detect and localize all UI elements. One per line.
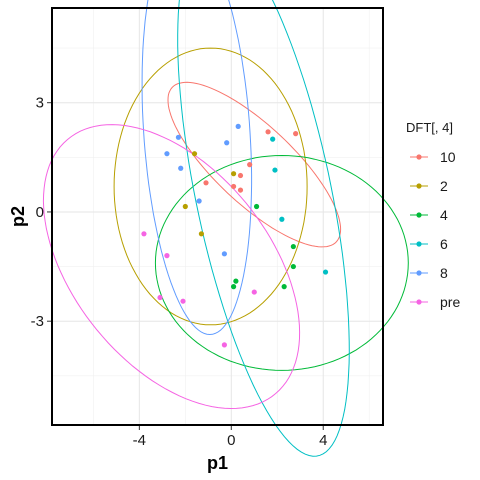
- legend-label: pre: [440, 294, 460, 310]
- point-8: [164, 151, 170, 157]
- point-2: [191, 151, 198, 157]
- legend-key-point: [416, 183, 422, 189]
- point-10: [265, 129, 271, 135]
- x-tick-label: 0: [227, 432, 235, 449]
- legend-title: DFT[, 4]: [406, 120, 453, 135]
- point-pre: [251, 289, 257, 295]
- point-4: [290, 243, 296, 250]
- point-layer: [141, 123, 329, 348]
- point-pre: [180, 298, 186, 304]
- point-2: [182, 203, 188, 210]
- point-4: [233, 278, 239, 284]
- legend-key-point: [416, 212, 422, 218]
- point-10: [237, 187, 244, 193]
- point-2: [198, 231, 205, 237]
- point-pre: [221, 342, 227, 348]
- legend-key-point: [416, 270, 422, 276]
- legend-key-point: [416, 154, 422, 160]
- point-4: [290, 263, 296, 270]
- point-pre: [157, 294, 163, 301]
- ellipse-10: [167, 81, 342, 248]
- point-6: [322, 269, 329, 275]
- legend-key-point: [416, 299, 422, 305]
- point-4: [253, 203, 260, 210]
- point-10: [203, 180, 209, 186]
- point-6: [279, 216, 285, 222]
- x-tick-label: -4: [133, 432, 146, 449]
- grid-layer: [52, 8, 383, 425]
- panel-border: [51, 7, 384, 426]
- ellipse-8: [141, 0, 253, 336]
- point-8: [235, 123, 241, 129]
- y-tick-label: 0: [36, 204, 44, 221]
- legend-label: 8: [440, 265, 448, 281]
- point-10: [230, 183, 237, 190]
- ellipse-2: [113, 47, 308, 326]
- point-8: [175, 134, 182, 140]
- y-tick-label: -3: [31, 313, 44, 330]
- legend-label: 6: [440, 236, 448, 252]
- point-10: [247, 162, 253, 168]
- legend: DFT[, 4] 10 2 4 6 8 pre: [406, 120, 460, 310]
- point-8: [224, 140, 230, 146]
- point-4: [230, 284, 237, 290]
- x-tick-label: 4: [319, 432, 327, 449]
- ellipse-pre: [42, 124, 301, 410]
- legend-label: 10: [440, 149, 456, 165]
- point-6: [270, 136, 276, 142]
- point-4: [281, 284, 287, 290]
- ellipse-6: [177, 0, 350, 457]
- ellipse-layer: [42, 0, 409, 457]
- point-8: [196, 198, 202, 204]
- point-pre: [141, 231, 147, 237]
- ellipse-4: [154, 154, 409, 371]
- point-8: [178, 165, 184, 171]
- x-axis-title: p1: [207, 453, 228, 473]
- point-2: [230, 171, 237, 177]
- legend-label: 2: [440, 178, 448, 194]
- legend-label: 4: [440, 207, 448, 223]
- axis-layer: -4 0 4 -3 0 3: [31, 95, 328, 449]
- point-6: [272, 167, 278, 173]
- legend-key-point: [416, 241, 422, 247]
- point-8: [221, 251, 227, 257]
- point-10: [237, 172, 244, 179]
- y-tick-label: 3: [36, 95, 44, 112]
- point-10: [293, 131, 299, 137]
- point-pre: [164, 253, 170, 259]
- y-axis-title: p2: [8, 206, 28, 227]
